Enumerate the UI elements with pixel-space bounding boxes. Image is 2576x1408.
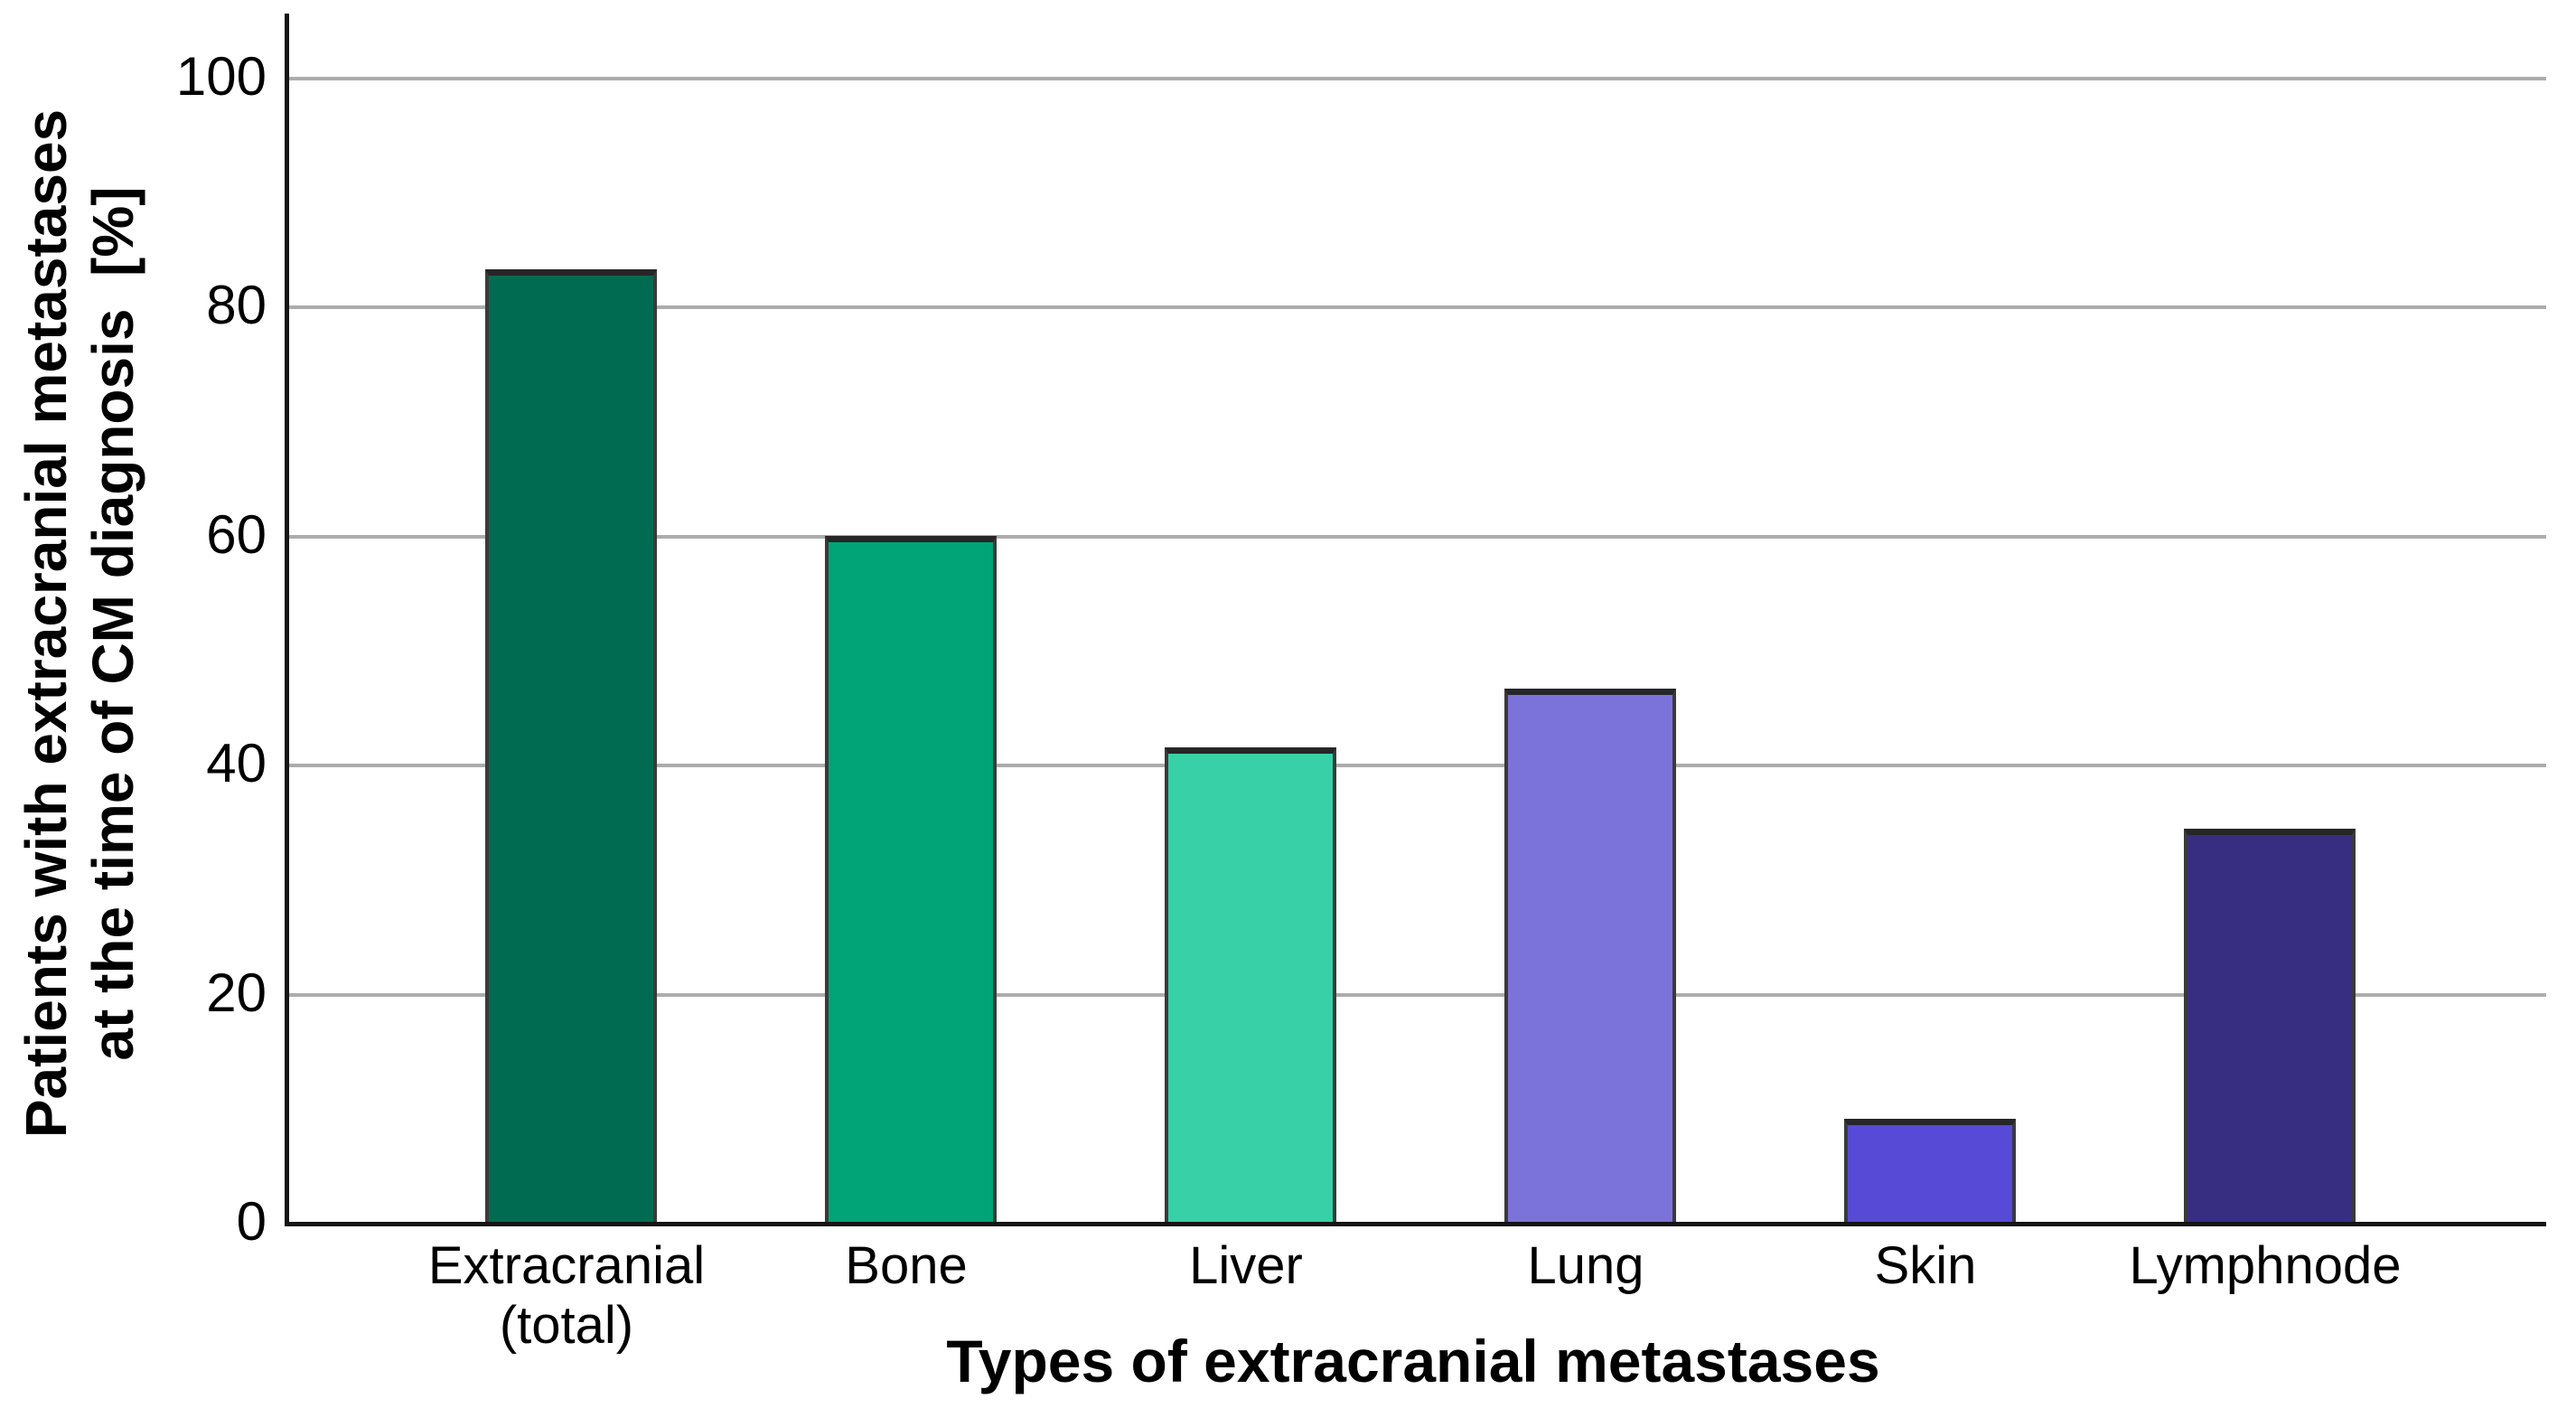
gridline-80 (289, 305, 2546, 310)
y-axis-title-line2: at the time of CM diagnosis [%] (80, 186, 145, 1061)
gridline-60 (289, 534, 2546, 539)
x-category-label-line: Skin (1874, 1236, 1977, 1295)
x-category-label-liver: Liver (1029, 1236, 1463, 1296)
y-tick-label-40: 40 (206, 733, 267, 794)
x-category-label-line: Bone (845, 1236, 968, 1295)
gridline-20 (289, 992, 2546, 997)
x-category-label-line: (total) (499, 1296, 634, 1355)
bar-lymphnode (2184, 829, 2356, 1222)
y-tick-label-0: 0 (236, 1191, 267, 1252)
x-category-label-line: Extracranial (427, 1236, 706, 1295)
x-category-label-bone: Bone (689, 1236, 1123, 1296)
gridline-100 (289, 77, 2546, 80)
bar-extracranial (485, 269, 657, 1222)
bar-lung (1504, 689, 1676, 1222)
y-tick-label-20: 20 (206, 962, 267, 1023)
bar-skin (1844, 1119, 2016, 1222)
y-axis-title-line1: Patients with extracranial metastases (14, 108, 79, 1139)
y-tick-label-60: 60 (206, 503, 267, 565)
x-category-label-skin: Skin (1709, 1236, 2142, 1296)
x-category-label-line: Lung (1527, 1236, 1644, 1295)
x-category-label-lymphnode: Lymphnode (2048, 1236, 2482, 1296)
bar-liver (1165, 747, 1336, 1222)
y-axis-title: Patients with extracranial metastases at… (13, 0, 146, 1301)
gridline-40 (289, 764, 2546, 768)
x-category-label-lung: Lung (1369, 1236, 1803, 1296)
bar-bone (825, 536, 997, 1222)
plot-area (285, 14, 2546, 1226)
x-axis-title: Types of extracranial metastases (946, 1328, 1880, 1394)
x-category-label-extracranial: Extracranial (total) (350, 1236, 783, 1356)
x-category-label-line: Lymphnode (2129, 1236, 2402, 1295)
y-tick-label-80: 80 (206, 275, 267, 336)
x-category-label-line: Liver (1189, 1236, 1303, 1295)
y-tick-label-100: 100 (175, 46, 267, 107)
